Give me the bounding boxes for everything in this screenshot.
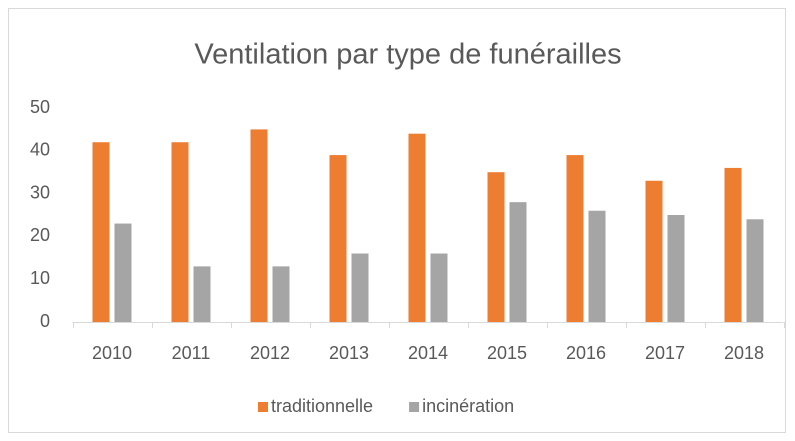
- bar: [92, 142, 110, 322]
- bar: [588, 210, 606, 322]
- x-tick-label: 2015: [487, 343, 527, 363]
- bar: [171, 142, 189, 322]
- bar: [667, 215, 685, 322]
- y-tick-label: 30: [30, 182, 50, 202]
- legend-label: traditionnelle: [271, 396, 373, 416]
- x-tick-label: 2010: [92, 343, 132, 363]
- bar: [724, 167, 742, 322]
- bar: [746, 219, 764, 322]
- bar: [114, 223, 132, 322]
- bar: [566, 155, 584, 322]
- bar: [509, 202, 527, 322]
- bar: [272, 266, 290, 322]
- y-tick-label: 50: [30, 97, 50, 117]
- legend-swatch: [258, 402, 268, 412]
- y-tick-label: 10: [30, 268, 50, 288]
- legend-swatch: [409, 402, 420, 412]
- bar: [408, 133, 426, 322]
- x-tick-label: 2018: [724, 343, 764, 363]
- bar: [430, 253, 448, 322]
- bar: [193, 266, 211, 322]
- y-tick-label: 40: [30, 140, 50, 160]
- x-tick-label: 2013: [329, 343, 369, 363]
- x-tick-label: 2014: [408, 343, 448, 363]
- x-tick-label: 2017: [645, 343, 685, 363]
- legend-label: incinération: [422, 396, 514, 416]
- bar: [329, 155, 347, 322]
- bar: [351, 253, 369, 322]
- bar: [645, 180, 663, 322]
- bar: [487, 172, 505, 322]
- x-tick-label: 2016: [566, 343, 606, 363]
- chart-title: Ventilation par type de funérailles: [194, 39, 621, 71]
- x-tick-label: 2012: [250, 343, 290, 363]
- bar: [250, 129, 268, 322]
- y-tick-label: 0: [40, 311, 50, 331]
- y-tick-label: 20: [30, 225, 50, 245]
- x-tick-label: 2011: [172, 343, 211, 363]
